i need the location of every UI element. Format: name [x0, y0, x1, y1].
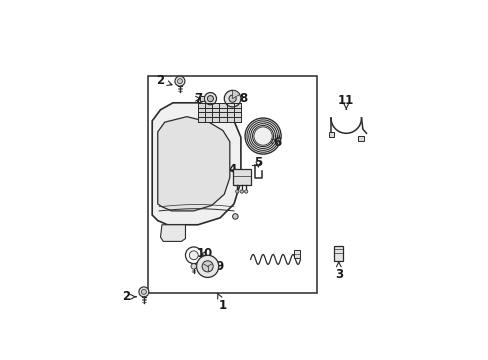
Bar — [198, 103, 241, 122]
Bar — [200, 96, 204, 101]
Circle shape — [244, 190, 247, 193]
Bar — [232, 169, 250, 185]
Text: 6: 6 — [268, 136, 281, 149]
Circle shape — [189, 251, 198, 260]
Text: 9: 9 — [212, 260, 223, 273]
Text: 1: 1 — [217, 293, 226, 312]
Circle shape — [240, 190, 243, 193]
Text: 8: 8 — [236, 92, 247, 105]
Circle shape — [232, 214, 238, 219]
Circle shape — [202, 261, 213, 272]
Polygon shape — [152, 103, 241, 225]
Circle shape — [228, 95, 236, 102]
Circle shape — [224, 90, 241, 107]
Circle shape — [196, 255, 218, 278]
Bar — [328, 132, 333, 137]
Bar — [148, 76, 317, 293]
Circle shape — [235, 190, 239, 193]
Wedge shape — [232, 90, 239, 99]
Text: 5: 5 — [254, 157, 262, 170]
Circle shape — [141, 289, 146, 294]
Text: 10: 10 — [196, 247, 213, 260]
Text: 4: 4 — [228, 163, 236, 176]
Text: 11: 11 — [337, 94, 354, 109]
Polygon shape — [158, 117, 229, 211]
Text: 2: 2 — [122, 290, 136, 303]
Bar — [357, 136, 363, 141]
Text: 7: 7 — [193, 92, 202, 105]
Circle shape — [253, 127, 272, 145]
Text: 2: 2 — [156, 74, 172, 87]
Circle shape — [204, 93, 216, 105]
Bar — [293, 250, 299, 258]
Circle shape — [175, 76, 184, 86]
Circle shape — [139, 287, 148, 297]
Circle shape — [177, 79, 182, 84]
Circle shape — [207, 96, 213, 102]
Polygon shape — [160, 225, 185, 242]
Text: 3: 3 — [334, 262, 342, 281]
Circle shape — [191, 264, 196, 269]
Bar — [333, 246, 343, 261]
